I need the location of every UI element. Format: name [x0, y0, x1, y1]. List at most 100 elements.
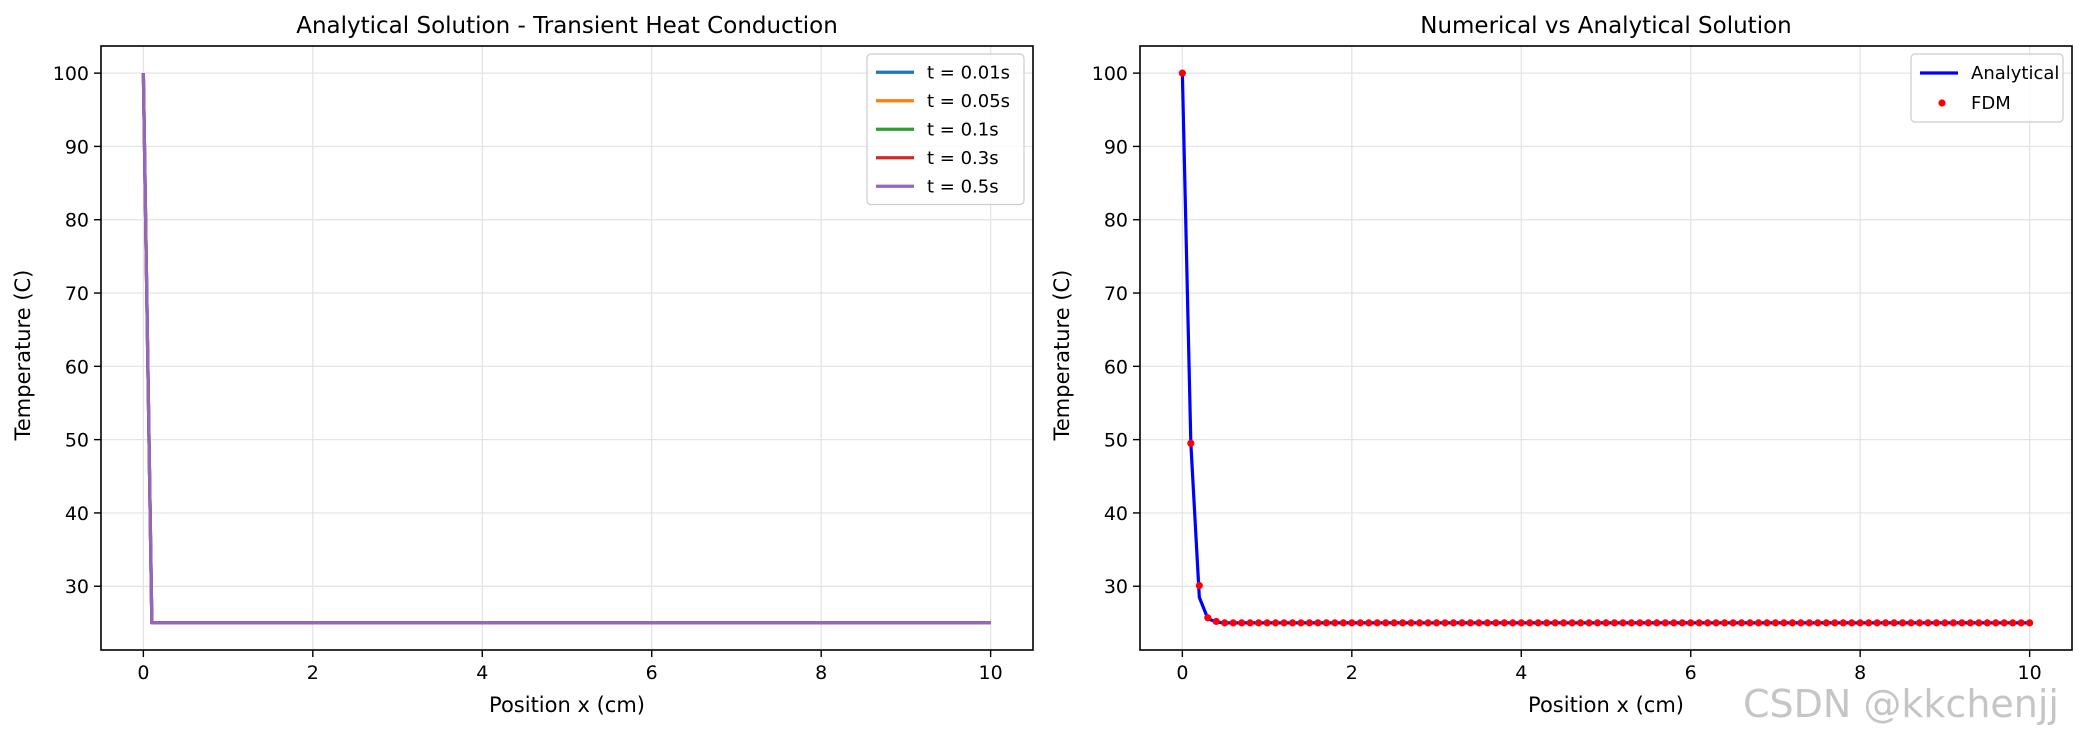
fdm-point — [1517, 619, 1525, 627]
y-tick-label: 40 — [1104, 503, 1128, 525]
fdm-point — [1458, 619, 1466, 627]
x-ticks: 0 2 4 6 8 10 — [137, 650, 1003, 684]
fdm-point — [1729, 619, 1737, 627]
legend-label: t = 0.05s — [927, 91, 1010, 112]
fdm-point — [1178, 69, 1186, 77]
fdm-point — [1255, 619, 1263, 627]
fdm-point — [1526, 619, 1534, 627]
fdm-point — [1966, 619, 1974, 627]
x-tick-label: 8 — [815, 662, 827, 684]
series-line-analytical — [1180, 73, 2030, 625]
fdm-point — [1610, 619, 1619, 627]
fdm-point — [1576, 619, 1585, 627]
y-tick-label: 30 — [1104, 576, 1128, 598]
x-tick-label: 2 — [1346, 662, 1358, 684]
series-group — [1178, 69, 2034, 627]
fdm-point — [1483, 619, 1491, 627]
series-line-t-0-05s — [141, 73, 991, 625]
fdm-point — [2000, 619, 2008, 627]
y-tick-label: 70 — [65, 283, 89, 305]
y-tick-label: 50 — [1104, 430, 1128, 452]
fdm-point — [1204, 614, 1212, 622]
fdm-point — [1627, 619, 1636, 627]
legend: t = 0.01s t = 0.05s t = 0.1s t = 0.3s t = 0.… — [866, 53, 1025, 206]
fdm-point — [2026, 619, 2034, 627]
fdm-point — [1246, 619, 1254, 627]
fdm-point — [1382, 619, 1390, 627]
y-tick-label: 100 — [53, 63, 89, 85]
fdm-point — [1449, 619, 1458, 627]
x-tick-label: 0 — [1176, 662, 1188, 684]
y-tick-label: 40 — [65, 503, 89, 525]
x-tick-label: 4 — [476, 662, 488, 684]
fdm-point — [1221, 619, 1229, 627]
y-tick-label: 80 — [1104, 210, 1128, 232]
fdm-point — [1187, 439, 1195, 447]
fdm-point — [1466, 619, 1475, 627]
y-tick-label: 80 — [65, 210, 89, 232]
fdm-point — [1695, 619, 1703, 627]
fdm-point — [1339, 619, 1347, 627]
fdm-point — [1898, 619, 1907, 627]
fdm-point — [1907, 619, 1915, 627]
fdm-point — [1288, 619, 1297, 627]
legend: Analytical FDM — [1910, 53, 2064, 123]
y-axis-label: Temperature (C) — [1050, 270, 1074, 442]
y-ticks: 30 40 50 60 70 80 90 100 — [1092, 63, 1140, 598]
legend-label: t = 0.5s — [927, 176, 999, 197]
fdm-point — [1670, 619, 1678, 627]
fdm-point — [1636, 619, 1644, 627]
watermark: CSDN @kkchenjj — [1743, 682, 2059, 726]
fdm-point — [1848, 619, 1856, 627]
legend-box — [1910, 53, 2064, 123]
x-tick-label: 6 — [1685, 662, 1697, 684]
fdm-point — [1263, 619, 1271, 627]
fdm-point — [1492, 619, 1500, 627]
fdm-point — [1212, 617, 1220, 626]
fdm-point — [1416, 619, 1424, 627]
legend-marker — [1938, 99, 1946, 107]
x-tick-label: 8 — [1854, 662, 1866, 684]
fdm-point — [1271, 619, 1280, 627]
fdm-point — [1780, 619, 1788, 627]
fdm-point — [1856, 619, 1864, 627]
fdm-point — [1348, 619, 1356, 627]
fdm-point — [1822, 619, 1830, 627]
fdm-point — [1238, 619, 1246, 627]
fdm-point — [1975, 619, 1983, 627]
fdm-point — [1949, 619, 1957, 627]
fdm-point — [1551, 619, 1559, 627]
fdm-point — [1441, 619, 1449, 627]
fdm-point — [1280, 619, 1288, 627]
chart-analytical-solution: Analytical Solution - Transient Heat Con… — [11, 13, 1034, 717]
series-line-t-0-01s — [141, 73, 991, 625]
chart-title: Numerical vs Analytical Solution — [1420, 13, 1791, 39]
fdm-point — [1653, 619, 1661, 627]
series-line-t-0-1s — [141, 73, 991, 625]
fdm-point — [1882, 619, 1890, 627]
legend-label: Analytical — [1971, 63, 2059, 84]
fdm-point — [1322, 619, 1330, 627]
axes-frame — [1139, 45, 2073, 651]
fdm-point — [1958, 619, 1966, 627]
y-tick-label: 70 — [1104, 283, 1128, 305]
x-ticks: 0 2 4 6 8 10 — [1176, 650, 2042, 684]
x-axis-label: Position x (cm) — [1528, 693, 1684, 717]
x-tick-label: 10 — [2018, 662, 2042, 684]
fdm-point — [1365, 619, 1373, 627]
x-tick-label: 4 — [1515, 662, 1527, 684]
fdm-point — [1915, 619, 1924, 627]
chart-title: Analytical Solution - Transient Heat Con… — [296, 13, 838, 39]
fdm-point — [1543, 619, 1551, 627]
fdm-point — [1475, 619, 1483, 627]
fdm-point — [1941, 619, 1949, 627]
x-tick-label: 0 — [137, 662, 149, 684]
fdm-point — [1992, 619, 2000, 627]
fdm-point — [1771, 619, 1780, 627]
fdm-point — [1839, 619, 1847, 627]
fdm-point — [1373, 619, 1381, 627]
fdm-point — [1314, 619, 1322, 627]
grid — [1140, 46, 2072, 650]
fdm-point — [2009, 619, 2017, 627]
fdm-point — [1500, 619, 1508, 627]
